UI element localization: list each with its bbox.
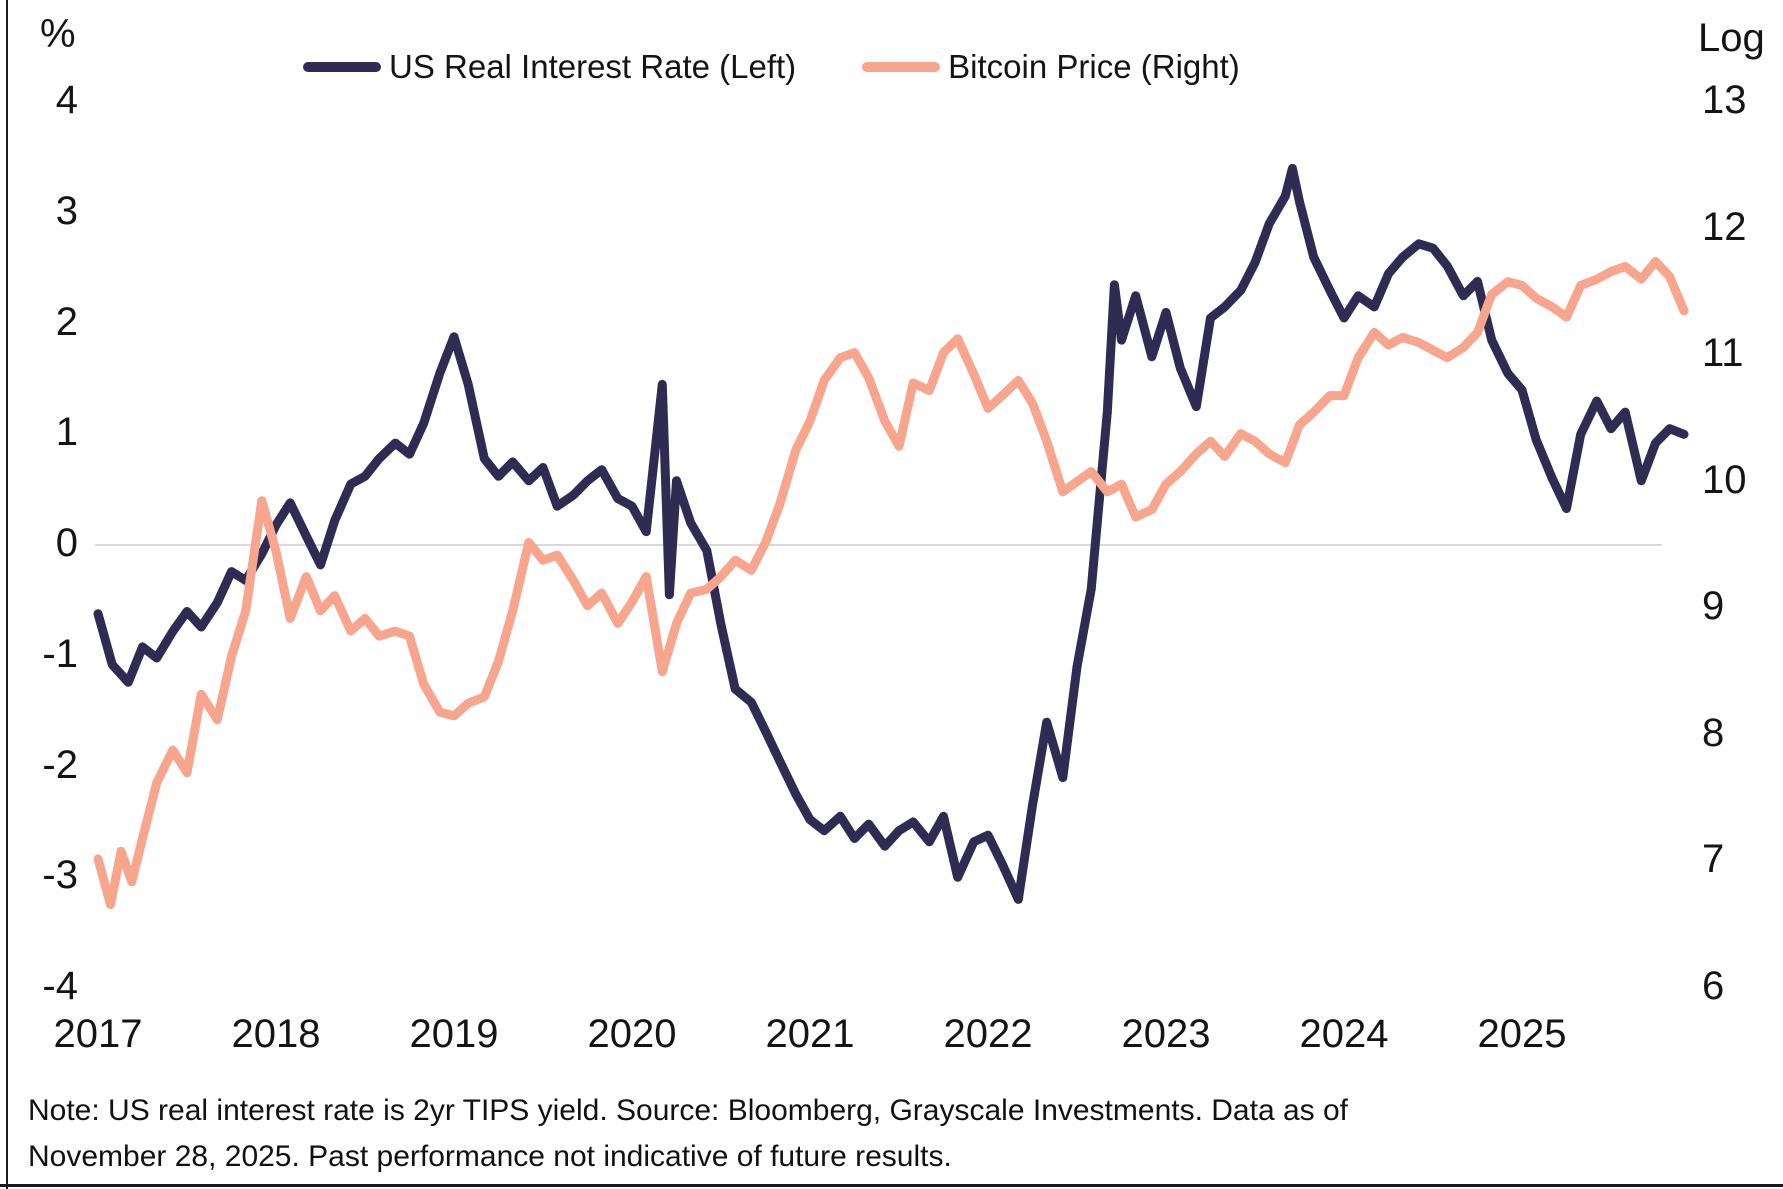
right-axis-tick: 11 [1702, 331, 1744, 376]
x-axis-tick: 2024 [1299, 1012, 1389, 1056]
right-axis-tick: 7 [1702, 837, 1725, 882]
right-axis-tick: 12 [1702, 204, 1747, 249]
real-rate-line [93, 163, 1689, 904]
bottom-edge-border [0, 1184, 1783, 1187]
x-axis-tick: 2022 [943, 1012, 1033, 1056]
left-axis-tick: -2 [42, 742, 78, 787]
right-axis-tick: 10 [1702, 457, 1747, 502]
right-axis-tick: 13 [1702, 78, 1747, 122]
legend-item-bitcoin: Bitcoin Price (Right) [862, 48, 1240, 86]
zero-gridline [95, 544, 1662, 546]
footnote-line-1: Note: US real interest rate is 2yr TIPS … [28, 1094, 1348, 1127]
legend-label-real-rate: US Real Interest Rate (Left) [389, 48, 797, 85]
x-axis-tick: 2025 [1477, 1012, 1567, 1056]
left-axis-tick: 2 [55, 299, 78, 344]
left-axis-tick: 3 [55, 188, 78, 233]
real-rate-line-swatch [303, 62, 381, 72]
bitcoin-line-swatch [862, 62, 941, 72]
left-axis-tick: -4 [42, 964, 78, 1008]
left-edge-border [6, 0, 8, 1189]
legend: US Real Interest Rate (Left) Bitcoin Pri… [303, 48, 1240, 86]
x-axis-tick: 2018 [231, 1012, 321, 1056]
legend-item-real-rate: US Real Interest Rate (Left) [303, 48, 796, 86]
x-axis-tick: 2023 [1121, 1012, 1211, 1056]
left-axis-tick: 1 [55, 410, 78, 455]
footnote: Note: US real interest rate is 2yr TIPS … [28, 1088, 1528, 1180]
left-axis-tick: 4 [55, 78, 78, 122]
legend-label-bitcoin: Bitcoin Price (Right) [948, 48, 1240, 85]
left-axis-unit-label: % [40, 12, 76, 56]
x-axis-tick: 2019 [409, 1012, 499, 1056]
right-axis-unit-label: Log [1698, 16, 1765, 60]
x-axis-tick: 2021 [765, 1012, 855, 1056]
x-axis-tick: 2017 [53, 1012, 143, 1056]
right-axis-tick: 6 [1702, 963, 1725, 1008]
right-axis-tick: 8 [1702, 710, 1725, 755]
left-axis-tick: -3 [42, 853, 78, 898]
left-axis-tick: 0 [55, 521, 78, 565]
right-axis-tick: 9 [1702, 584, 1725, 629]
x-axis-tick: 2020 [587, 1012, 677, 1056]
footnote-line-2: November 28, 2025. Past performance not … [28, 1140, 952, 1173]
left-axis-tick: -1 [42, 631, 78, 676]
bitcoin-price-line [93, 257, 1689, 909]
